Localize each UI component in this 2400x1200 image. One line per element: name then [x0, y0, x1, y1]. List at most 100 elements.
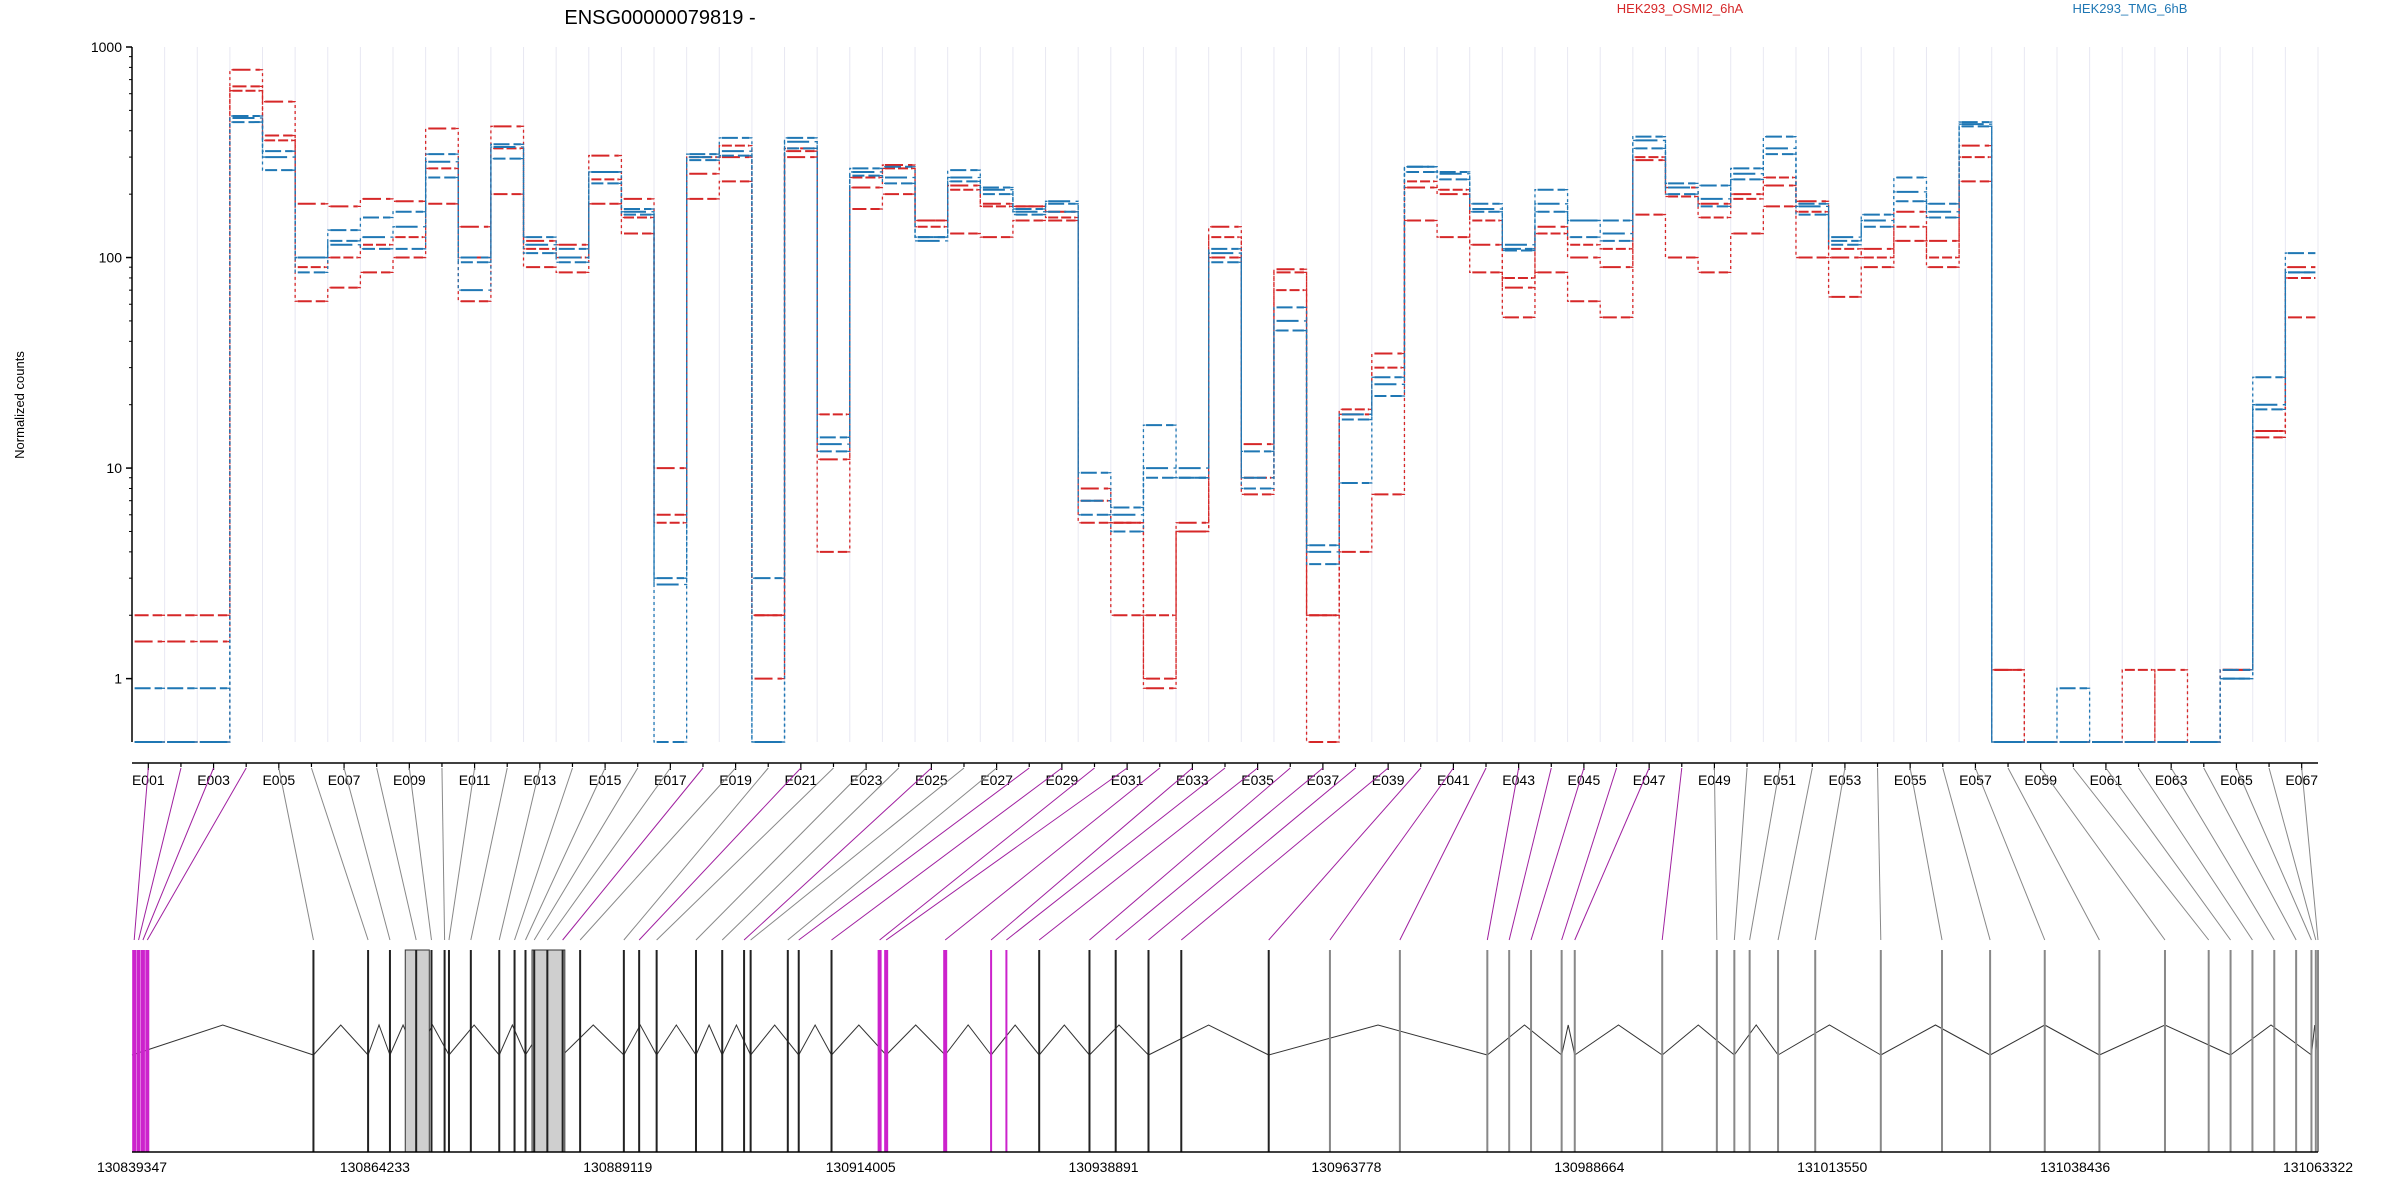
series-connector	[1140, 614, 1147, 680]
series-connector	[716, 154, 722, 161]
exon-block	[1733, 950, 1736, 1152]
series-connector	[1303, 329, 1310, 565]
series-connector	[586, 171, 592, 250]
series-connector	[684, 156, 690, 524]
series-connector	[1010, 193, 1016, 216]
exon-block	[655, 950, 658, 1152]
series-connector	[651, 213, 657, 743]
exon-connector	[1749, 767, 1781, 941]
exon-block	[2163, 950, 2166, 1152]
coordinate-tick-label: 130988664	[1554, 1159, 1624, 1175]
chart-title: ENSG00000079819 -	[564, 7, 755, 29]
exon-block	[1267, 950, 1270, 1152]
exon-block	[136, 950, 141, 1152]
x-tick-label: E051	[1763, 772, 1796, 788]
series-connector	[749, 156, 755, 680]
series-connector	[618, 178, 625, 219]
series-connector	[1075, 219, 1081, 524]
series-connector	[1923, 211, 1930, 242]
series-connector	[1042, 211, 1049, 216]
series-connector	[423, 176, 429, 250]
series-connector	[1923, 240, 1930, 268]
series-connector	[1140, 477, 1147, 533]
exon-connector	[2170, 767, 2275, 941]
series-connector	[716, 180, 722, 200]
intron-line	[1561, 1024, 1576, 1056]
x-tick-label: E057	[1959, 772, 1992, 788]
exon-block	[312, 950, 315, 1152]
series-connector	[1467, 193, 1473, 246]
x-tick-label: E013	[523, 772, 556, 788]
vertical-gridlines	[131, 47, 2319, 742]
series-connector	[1434, 219, 1440, 238]
series-connector	[1858, 213, 1864, 242]
intron-line	[990, 1024, 1040, 1056]
series-connector	[1401, 166, 1408, 378]
series-connector	[912, 176, 918, 242]
series-connector	[716, 150, 722, 158]
exon-connector	[525, 767, 606, 941]
series-connector	[1173, 530, 1179, 616]
exon-block	[749, 950, 752, 1152]
exon-connector	[1713, 767, 1718, 941]
exon-connector	[2105, 767, 2231, 941]
exon-connector	[2138, 767, 2253, 941]
series-connector	[847, 167, 853, 438]
exon-block	[404, 949, 430, 1153]
series-connector	[1728, 178, 1734, 208]
series-connector	[1499, 219, 1505, 279]
exon-connector	[1268, 767, 1422, 941]
series-connector	[1858, 219, 1864, 238]
exon-connector	[2072, 767, 2210, 941]
series-connector	[1923, 200, 1930, 219]
series-connector	[879, 166, 886, 170]
exon-block	[1530, 950, 1533, 1152]
series-connector	[945, 189, 951, 228]
series-connector	[1173, 424, 1179, 479]
exon-block	[132, 950, 137, 1152]
axes: 1 10 100 1000 E001 E003 E005 E007 E009 E011 E013 E0…	[91, 39, 2318, 788]
series-1	[134, 68, 2316, 743]
series-connector	[259, 121, 266, 171]
series-4	[134, 117, 2316, 743]
series-connector	[1662, 147, 1669, 195]
series-connector	[1564, 203, 1571, 222]
exon-connector	[656, 767, 834, 941]
series-connector	[1042, 203, 1049, 210]
series-connector	[1532, 271, 1538, 318]
exon-connector	[638, 767, 802, 941]
series-connector	[553, 240, 559, 246]
x-tick-label: E039	[1372, 772, 1405, 788]
x-tick-label: E047	[1633, 772, 1666, 788]
exon-block	[786, 950, 789, 1152]
series-connector	[1336, 408, 1342, 616]
exon-block	[469, 950, 472, 1152]
series-connector	[1923, 176, 1930, 205]
series-connector	[1728, 173, 1734, 200]
x-tick-label: E053	[1829, 772, 1862, 788]
series-connector	[1499, 211, 1505, 252]
series-connector	[1597, 244, 1603, 250]
series-connector	[1173, 530, 1179, 680]
exon-connector	[278, 767, 314, 941]
series-connector	[1401, 171, 1408, 397]
series-connector	[2184, 669, 2191, 743]
series-connector	[357, 198, 363, 208]
coordinate-tick-label: 130963778	[1311, 1159, 1381, 1175]
series-2	[134, 89, 2316, 743]
series-connector	[684, 153, 690, 579]
series-connector	[1369, 395, 1375, 421]
series-connector	[455, 127, 461, 228]
intron-line	[1487, 1024, 1562, 1056]
exon-connector	[142, 767, 215, 941]
intron-line	[1148, 1024, 1269, 1056]
x-tick-label: E045	[1568, 772, 1601, 788]
exon-connector	[798, 767, 1030, 941]
exon-connector	[695, 767, 867, 941]
exon-connector	[885, 767, 1128, 941]
exon-connector	[2203, 767, 2297, 941]
series-connector	[1564, 189, 1571, 222]
series-connector	[1760, 176, 1766, 200]
series-connector	[553, 244, 559, 259]
